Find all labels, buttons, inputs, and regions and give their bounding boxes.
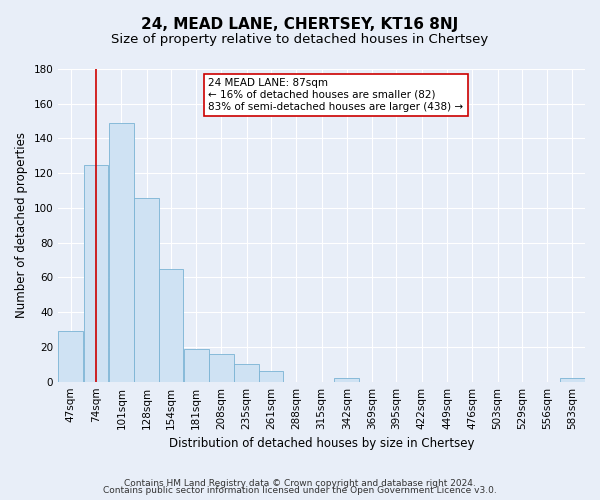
Bar	[560, 378, 585, 382]
Bar	[184, 348, 209, 382]
X-axis label: Distribution of detached houses by size in Chertsey: Distribution of detached houses by size …	[169, 437, 475, 450]
Text: Size of property relative to detached houses in Chertsey: Size of property relative to detached ho…	[112, 32, 488, 46]
Bar	[109, 123, 134, 382]
Bar	[134, 198, 159, 382]
Bar	[209, 354, 234, 382]
Text: Contains HM Land Registry data © Crown copyright and database right 2024.: Contains HM Land Registry data © Crown c…	[124, 478, 476, 488]
Bar	[334, 378, 359, 382]
Bar	[158, 269, 184, 382]
Bar	[259, 372, 283, 382]
Bar	[58, 332, 83, 382]
Y-axis label: Number of detached properties: Number of detached properties	[15, 132, 28, 318]
Bar	[235, 364, 259, 382]
Text: 24 MEAD LANE: 87sqm
← 16% of detached houses are smaller (82)
83% of semi-detach: 24 MEAD LANE: 87sqm ← 16% of detached ho…	[208, 78, 463, 112]
Text: 24, MEAD LANE, CHERTSEY, KT16 8NJ: 24, MEAD LANE, CHERTSEY, KT16 8NJ	[142, 18, 458, 32]
Text: Contains public sector information licensed under the Open Government Licence v3: Contains public sector information licen…	[103, 486, 497, 495]
Bar	[83, 164, 109, 382]
